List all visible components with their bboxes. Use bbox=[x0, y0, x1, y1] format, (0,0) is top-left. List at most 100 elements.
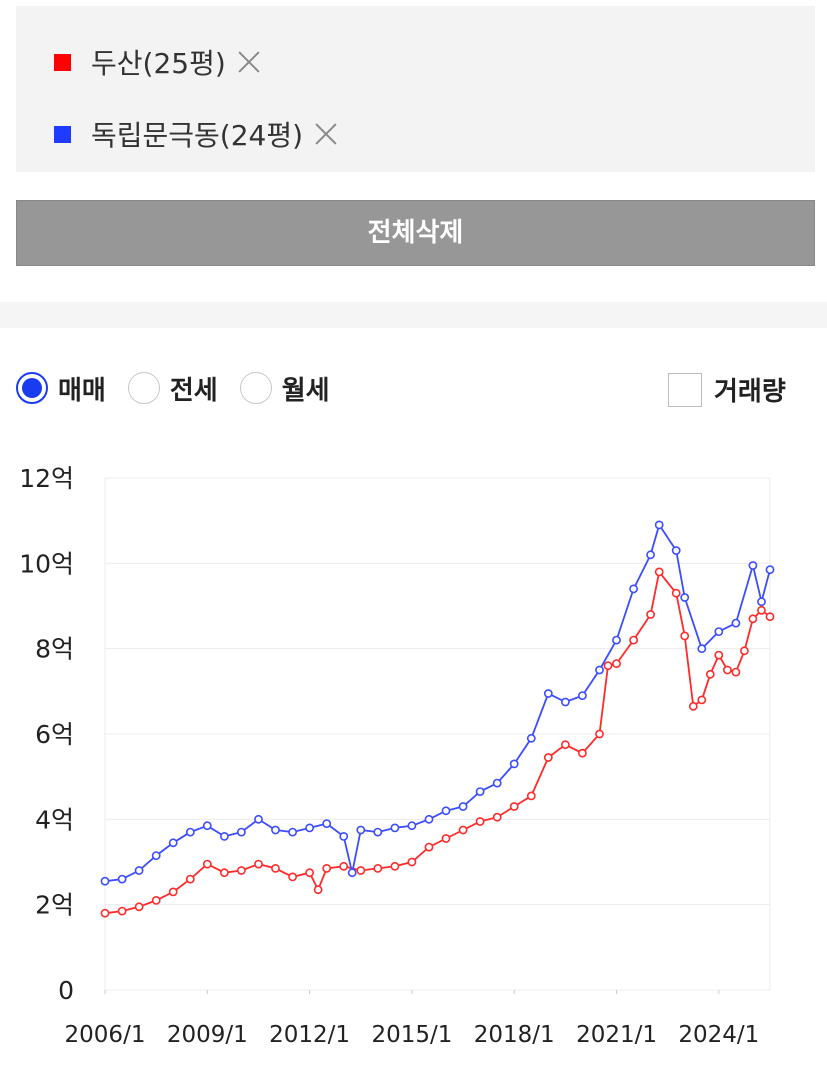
data-point bbox=[765, 565, 775, 575]
data-point bbox=[646, 550, 655, 560]
data-point bbox=[714, 627, 724, 636]
data-point bbox=[731, 667, 741, 677]
x-tick-label: 2021/1 bbox=[576, 1022, 657, 1048]
data-point bbox=[185, 874, 195, 884]
data-point bbox=[543, 753, 553, 762]
data-point bbox=[654, 567, 664, 577]
x-tick-label: 2012/1 bbox=[269, 1022, 350, 1048]
x-tick-label: 2006/1 bbox=[65, 1022, 146, 1048]
data-point bbox=[714, 650, 724, 660]
data-point bbox=[219, 868, 229, 878]
data-point bbox=[612, 635, 621, 645]
data-point bbox=[475, 817, 485, 826]
data-point bbox=[492, 812, 502, 822]
close-icon[interactable] bbox=[236, 49, 262, 75]
radio-label: 매매 bbox=[58, 375, 106, 406]
radio-label: 월세 bbox=[281, 375, 330, 406]
data-point bbox=[595, 729, 604, 739]
y-tick-label: 10억 bbox=[19, 549, 74, 578]
legend-label: 두산(25평) bbox=[91, 47, 226, 80]
data-point bbox=[543, 689, 553, 698]
data-point bbox=[356, 866, 366, 875]
data-point bbox=[407, 821, 417, 831]
data-point bbox=[134, 902, 144, 912]
data-point bbox=[202, 859, 212, 869]
x-tick-label: 2018/1 bbox=[474, 1022, 555, 1048]
radio-jeonse[interactable]: 전세 bbox=[127, 370, 218, 407]
data-point bbox=[680, 631, 690, 641]
data-point bbox=[373, 827, 383, 837]
data-point bbox=[117, 874, 127, 884]
data-point bbox=[236, 866, 246, 875]
data-point bbox=[671, 588, 681, 598]
data-point bbox=[688, 701, 698, 711]
data-point bbox=[697, 644, 707, 654]
close-icon[interactable] bbox=[313, 121, 339, 147]
data-point bbox=[117, 906, 127, 916]
data-point bbox=[578, 748, 587, 758]
radio-circle-icon bbox=[239, 372, 272, 404]
data-point bbox=[373, 863, 383, 873]
data-point bbox=[236, 827, 246, 837]
data-point bbox=[313, 885, 323, 895]
data-point bbox=[322, 819, 332, 828]
data-point bbox=[646, 610, 655, 619]
checkbox-icon bbox=[668, 372, 702, 407]
data-point bbox=[526, 791, 536, 801]
data-point bbox=[705, 669, 715, 679]
radio-label: 전세 bbox=[169, 375, 218, 406]
y-tick-label: 4억 bbox=[35, 805, 74, 834]
data-point bbox=[561, 740, 570, 750]
data-point bbox=[561, 697, 570, 707]
data-point bbox=[339, 861, 349, 871]
data-point bbox=[100, 876, 110, 886]
data-point bbox=[305, 823, 314, 833]
price-trend-chart: 0 2억 4억 6억 8억 10억 12억 2006/1 2009/1 2012/1 2015/1 2… bbox=[19, 464, 775, 1048]
data-point bbox=[390, 823, 400, 833]
data-point bbox=[356, 825, 366, 835]
data-point bbox=[254, 859, 263, 869]
volume-label: 거래량 bbox=[714, 377, 786, 407]
section-divider bbox=[0, 302, 827, 328]
data-point bbox=[254, 814, 263, 824]
data-point bbox=[288, 872, 297, 882]
data-point bbox=[151, 895, 161, 905]
volume-checkbox[interactable]: 거래량 bbox=[668, 371, 786, 408]
radio-monthly-rent[interactable]: 월세 bbox=[239, 370, 330, 407]
data-point bbox=[151, 851, 161, 860]
y-tick-label: 6억 bbox=[35, 720, 74, 749]
data-point bbox=[134, 866, 144, 875]
data-point bbox=[757, 597, 766, 607]
data-point bbox=[492, 778, 502, 788]
y-tick-label: 0 bbox=[58, 976, 74, 1005]
data-point bbox=[731, 618, 741, 628]
data-point bbox=[629, 584, 638, 594]
data-point bbox=[680, 593, 690, 602]
data-point bbox=[100, 908, 110, 918]
data-point bbox=[441, 834, 451, 843]
data-point bbox=[740, 646, 749, 656]
data-point bbox=[654, 520, 664, 530]
data-point bbox=[458, 802, 468, 811]
data-point bbox=[595, 665, 604, 675]
radio-sale[interactable]: 매매 bbox=[16, 370, 106, 407]
data-point bbox=[202, 821, 212, 831]
transaction-type-filter: 매매 전세 월세 bbox=[16, 368, 352, 408]
delete-all-button[interactable]: 전체삭제 bbox=[16, 200, 815, 266]
data-point bbox=[748, 614, 758, 624]
data-point bbox=[603, 661, 613, 671]
y-tick-label: 2억 bbox=[35, 891, 74, 920]
data-point bbox=[748, 561, 758, 570]
y-tick-label: 8억 bbox=[35, 635, 74, 664]
data-point bbox=[509, 759, 519, 769]
data-point bbox=[441, 806, 451, 816]
data-point bbox=[578, 691, 587, 700]
legend-item-dusan: 두산(25평) bbox=[54, 40, 262, 84]
data-point bbox=[407, 857, 417, 867]
data-point bbox=[168, 887, 178, 897]
legend-swatch-red bbox=[54, 53, 71, 71]
legend-item-dongnimmun: 독립문극동(24평) bbox=[54, 112, 339, 156]
legend-swatch-blue bbox=[54, 125, 71, 143]
data-point bbox=[347, 868, 357, 878]
data-point bbox=[288, 827, 297, 837]
